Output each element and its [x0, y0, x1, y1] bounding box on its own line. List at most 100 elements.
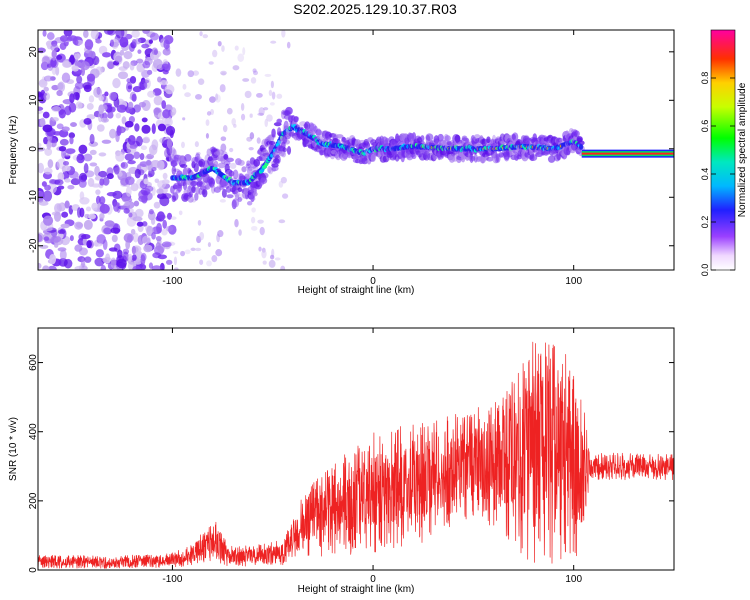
sparse-blob [208, 61, 214, 65]
noise-blob [103, 30, 114, 35]
sparse-blob [278, 219, 286, 224]
noise-blob [150, 160, 161, 169]
noise-blob [123, 51, 133, 60]
sparse-blob [242, 47, 246, 56]
noise-blob [98, 152, 107, 157]
sparse-blob [184, 249, 191, 255]
noise-blob [136, 58, 144, 64]
noise-blob [135, 135, 143, 147]
noise-blob [133, 104, 141, 113]
sparse-blob [240, 103, 245, 111]
noise-blob [78, 179, 87, 188]
sparse-blob [274, 257, 281, 261]
noise-blob [165, 125, 176, 136]
noise-blob [108, 247, 118, 252]
ridge-halo [184, 154, 192, 162]
sparse-blob [261, 249, 267, 259]
ridge-halo [188, 191, 193, 198]
noise-blob [68, 170, 79, 179]
noise-blob [151, 47, 158, 55]
ridge-halo [293, 116, 299, 123]
noise-blob [140, 254, 146, 266]
noise-blob [127, 101, 134, 109]
noise-blob [161, 100, 167, 109]
noise-blob [62, 61, 72, 68]
noise-blob [42, 124, 53, 133]
noise-blob [115, 30, 125, 39]
noise-blob [166, 138, 173, 149]
ridge-halo [191, 156, 199, 165]
colorbar-tick-label: 0.6 [700, 120, 710, 133]
ridge-halo [315, 128, 322, 137]
noise-blob [161, 241, 172, 248]
noise-blob [166, 225, 174, 232]
sparse-blob [215, 93, 219, 101]
noise-blob [47, 182, 58, 194]
noise-blob [95, 249, 104, 258]
noise-blob [85, 206, 92, 212]
noise-blob [161, 228, 168, 236]
noise-blob [93, 242, 103, 247]
noise-blob [141, 43, 150, 49]
ridge-halo [199, 181, 205, 187]
ridge-halo [237, 159, 245, 166]
sparse-blob [172, 250, 179, 254]
noise-blob [84, 39, 94, 50]
noise-blob [51, 117, 59, 122]
noise-blob [89, 162, 98, 167]
ridge-halo [194, 153, 201, 163]
noise-blob [124, 200, 131, 207]
sparse-blob [220, 70, 227, 76]
sparse-blob [252, 68, 257, 73]
spectrogram-xlabel: Height of straight line (km) [298, 285, 415, 296]
sparse-blob [215, 249, 223, 257]
snr-xtick-label: -100 [162, 574, 182, 585]
noise-blob [123, 207, 130, 214]
noise-blob [131, 30, 140, 38]
snr-axes: -100 0 100 0 200 400 600 [28, 328, 674, 585]
ridge-halo [523, 137, 532, 142]
noise-blob [127, 134, 136, 146]
noise-blob [94, 175, 102, 181]
sparse-blob [280, 265, 286, 270]
sparse-blob [219, 84, 226, 93]
noise-blob [43, 236, 50, 241]
sparse-blob [175, 68, 182, 77]
noise-blob [91, 202, 98, 211]
spectrogram-xtick-label: -100 [162, 276, 182, 287]
sparse-blob [170, 216, 177, 220]
noise-blob [113, 164, 120, 175]
noise-blob [147, 173, 153, 178]
noise-blob [109, 39, 115, 47]
snr-panel: -100 0 100 0 200 400 600 Height of straight li… [8, 327, 675, 595]
noise-blob [47, 159, 54, 169]
noise-blob [134, 168, 141, 179]
noise-blob [100, 117, 109, 123]
sparse-blob [217, 230, 224, 238]
noise-blob [54, 179, 64, 186]
ridge-halo [233, 189, 239, 195]
noise-blob [152, 58, 163, 70]
noise-blob [99, 196, 106, 205]
colorbar-tick-label: 0.8 [700, 72, 710, 85]
noise-blob [134, 38, 142, 45]
noise-blob [89, 133, 95, 145]
noise-blob [59, 42, 67, 51]
noise-blob [57, 229, 66, 235]
noise-blob [86, 240, 92, 249]
noise-blob [137, 49, 142, 54]
ridge-halo [237, 187, 243, 193]
sparse-blob [219, 199, 227, 203]
noise-blob [113, 201, 120, 212]
noise-blob [51, 84, 59, 91]
noise-blob [83, 153, 93, 162]
ridge-halo [190, 180, 197, 187]
sparse-blob [251, 207, 256, 213]
noise-blob [67, 35, 78, 41]
ridge-halo [304, 121, 311, 130]
noise-blob [134, 250, 143, 259]
snr-ytick-label: 0 [28, 567, 39, 573]
noise-blob [153, 95, 163, 106]
noise-blob [144, 185, 154, 192]
